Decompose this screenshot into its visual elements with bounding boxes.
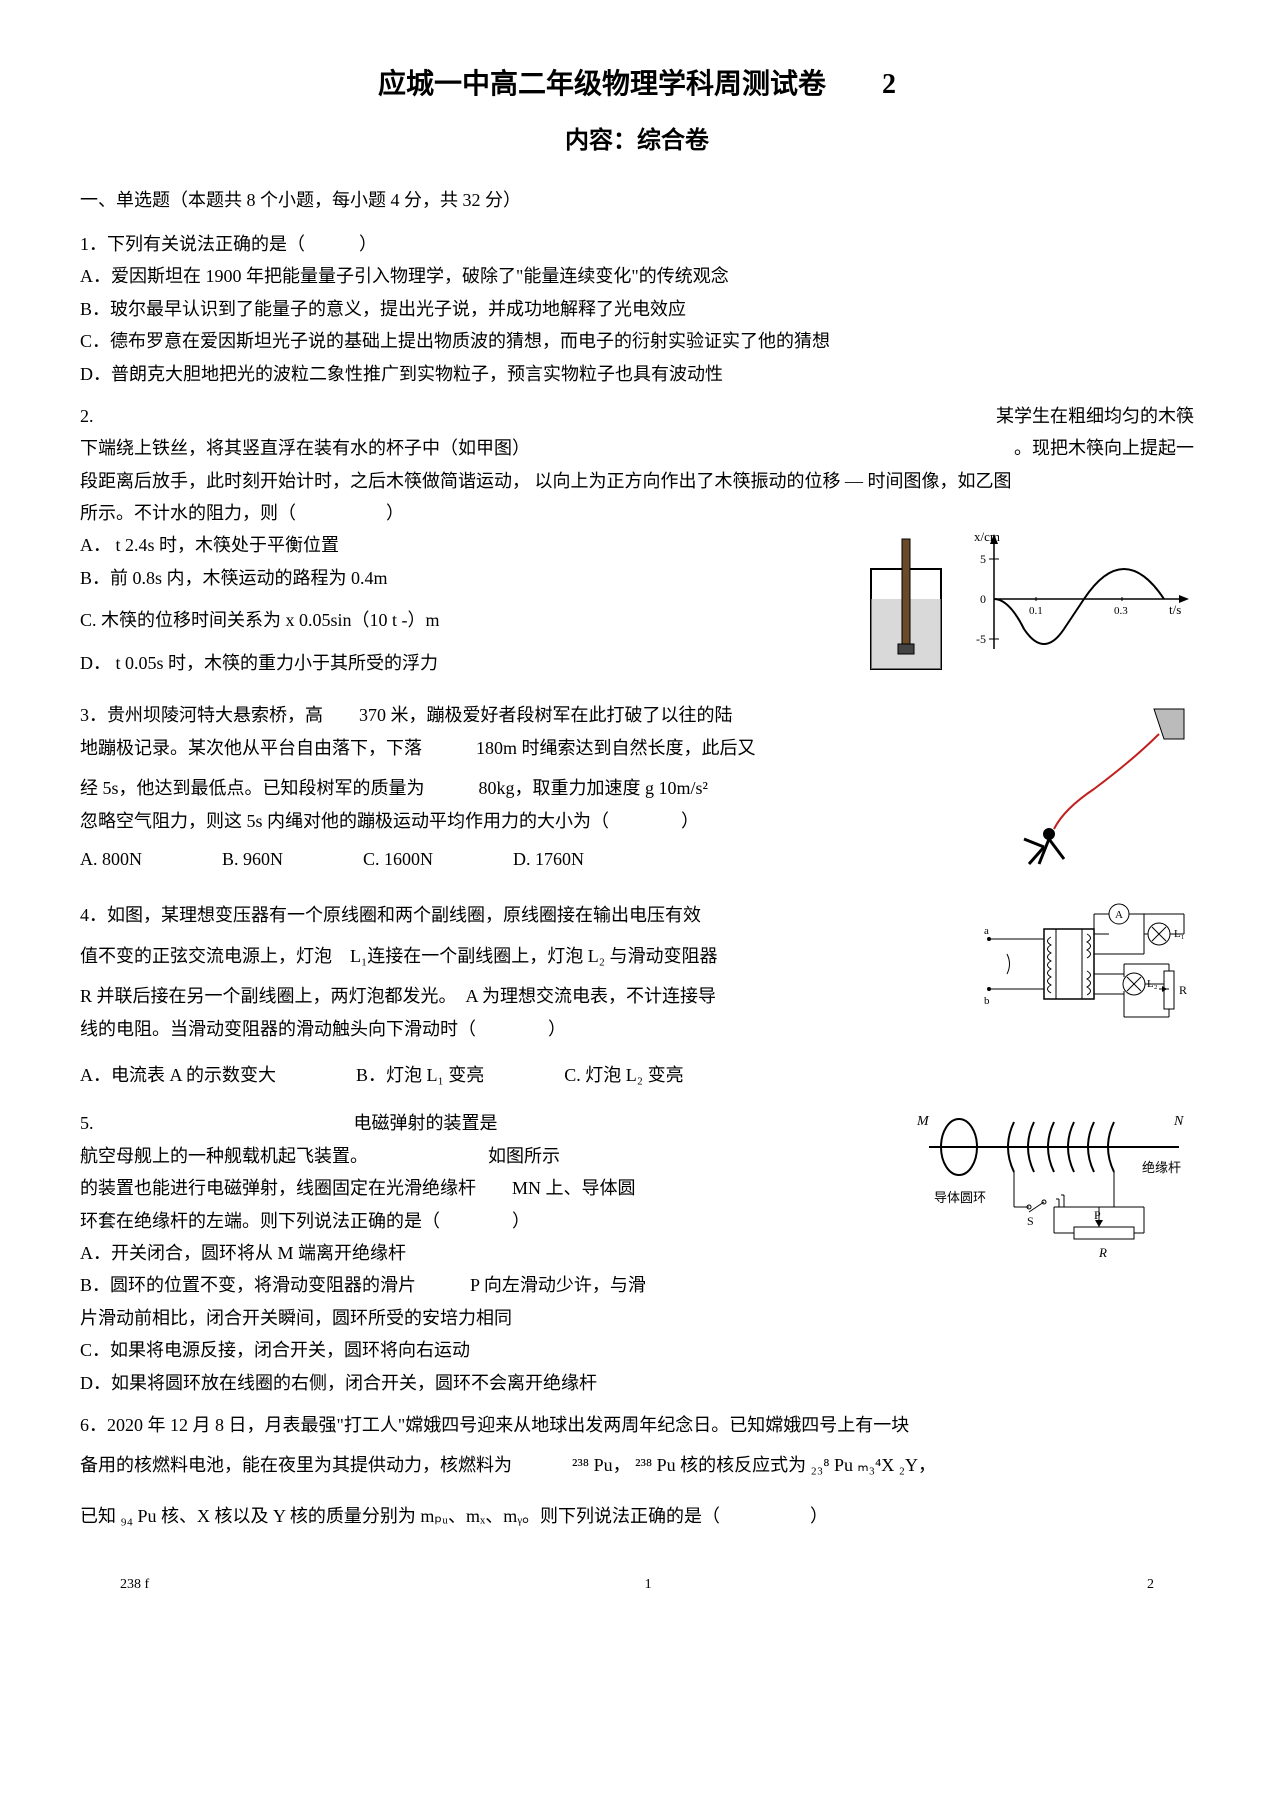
svg-text:5: 5 <box>980 552 986 566</box>
q2-line3: 段距离后放手，此时刻开始计时，之后木筷做简谐运动， 以向上为正方向作出了木筷振动… <box>80 465 1194 497</box>
xlabel: t/s <box>1169 602 1181 617</box>
ylabel: x/cm <box>974 529 1000 544</box>
q6-line2a: 备用的核燃料电池，能在夜里为其提供动力，核燃料为 <box>80 1449 512 1481</box>
q2-line2a: 下端绕上铁丝，将其竖直浮在装有水的杯子中（如甲图） <box>80 432 530 464</box>
cup-chopstick-figure <box>846 529 966 689</box>
q1-opt-a: A．爱因斯坦在 1900 年把能量量子引入物理学，破除了"能量连续变化"的传统观… <box>80 260 1194 292</box>
displacement-time-graph: 5 0 -5 x/cm t/s 0.1 0.3 <box>974 529 1194 669</box>
svg-text:M: M <box>916 1114 930 1129</box>
q1-opt-c: C．德布罗意在爱因斯坦光子说的基础上提出物质波的猜想，而电子的衍射实验证实了他的… <box>80 325 1194 357</box>
q2-num: 2. <box>80 400 94 432</box>
svg-text:0: 0 <box>980 592 986 606</box>
q2-line2b: 。现把木筷向上提起一 <box>1014 432 1194 464</box>
svg-text:R: R <box>1098 1245 1107 1260</box>
q5-opt-b-cont: 片滑动前相比，闭合开关瞬间，圆环所受的安培力相同 <box>80 1302 1194 1334</box>
q6-line2b: ²³⁸ Pu， ²³⁸ Pu 核的核反应式为 ₂₃⁸ Pu ₘ₃⁴X ₂Y， <box>572 1449 936 1481</box>
q5-line2b: 如图所示 <box>488 1140 560 1172</box>
question-3: 3．贵州坝陵河特大悬索桥，高 370 米，蹦极爱好者段树军在此打破了以往的陆 地… <box>80 699 1194 889</box>
svg-text:0.1: 0.1 <box>1029 605 1043 617</box>
q2-line4: 所示。不计水的阻力，则（ ） <box>80 497 1194 529</box>
page-footer: 238 f 1 2 <box>80 1572 1194 1597</box>
svg-text:R: R <box>1179 983 1187 997</box>
svg-text:-5: -5 <box>976 632 986 646</box>
section-header: 一、单选题（本题共 8 个小题，每小题 4 分，共 32 分） <box>80 184 1194 216</box>
q1-opt-d: D．普朗克大胆地把光的波粒二象性推广到实物粒子，预言实物粒子也具有波动性 <box>80 358 1194 390</box>
svg-text:b: b <box>984 995 990 1007</box>
page-title: 应城一中高二年级物理学科周测试卷 2 <box>80 60 1194 110</box>
q2-line1b: 某学生在粗细均匀的木筷 <box>996 400 1194 432</box>
em-launch-figure: M N 导体圆环 绝缘杆 S P R <box>914 1107 1194 1277</box>
bungee-figure <box>994 699 1194 879</box>
q3-opt-a: A. 800N <box>80 843 142 875</box>
q6-line3: 已知 ₉₄ Pu 核、X 核以及 Y 核的质量分别为 mₚᵤ、mₓ、mᵧ。则下列… <box>80 1500 1194 1532</box>
q6-line1: 6．2020 年 12 月 8 日，月表最强"打工人"嫦娥四号迎来从地球出发两周… <box>80 1409 1194 1441</box>
question-4: A a b L₁ L₂ <box>80 899 1194 1097</box>
q5-opt-c: C．如果将电源反接，闭合开关，圆环将向右运动 <box>80 1334 1194 1366</box>
q4-opt-b: B．灯泡 L₁ 变亮 <box>356 1059 484 1091</box>
svg-text:P: P <box>1094 1208 1101 1222</box>
svg-text:绝缘杆: 绝缘杆 <box>1142 1160 1181 1175</box>
q3-opt-b: B. 960N <box>222 843 283 875</box>
q3-opt-d: D. 1760N <box>513 843 584 875</box>
svg-text:导体圆环: 导体圆环 <box>934 1190 986 1205</box>
q5-line2a: 航空母舰上的一种舰载机起飞装置。 <box>80 1140 368 1172</box>
footer-right: 2 <box>1147 1572 1154 1597</box>
q4-opt-c: C. 灯泡 L₂ 变亮 <box>564 1059 683 1091</box>
svg-text:N: N <box>1173 1114 1184 1129</box>
q5-opt-d: D．如果将圆环放在线圈的右侧，闭合开关，圆环不会离开绝缘杆 <box>80 1367 1194 1399</box>
question-6: 6．2020 年 12 月 8 日，月表最强"打工人"嫦娥四号迎来从地球出发两周… <box>80 1409 1194 1532</box>
transformer-figure: A a b L₁ L₂ <box>984 899 1194 1039</box>
footer-left: 238 f <box>120 1572 149 1597</box>
q5-line1b: 电磁弹射的装置是 <box>354 1107 498 1139</box>
svg-text:A: A <box>1115 909 1123 921</box>
svg-text:S: S <box>1027 1214 1034 1228</box>
q1-stem: 1．下列有关说法正确的是（ ） <box>80 228 1194 260</box>
svg-text:0.3: 0.3 <box>1114 605 1128 617</box>
question-2: 2. 某学生在粗细均匀的木筷 下端绕上铁丝，将其竖直浮在装有水的杯子中（如甲图）… <box>80 400 1194 690</box>
question-5: M N 导体圆环 绝缘杆 S P R 5. 电磁弹射的装置是 航 <box>80 1107 1194 1399</box>
question-1: 1．下列有关说法正确的是（ ） A．爱因斯坦在 1900 年把能量量子引入物理学… <box>80 228 1194 390</box>
q2-figures: 5 0 -5 x/cm t/s 0.1 0.3 <box>846 529 1194 689</box>
footer-page-num: 1 <box>645 1572 652 1597</box>
page-subtitle: 内容：综合卷 <box>80 120 1194 163</box>
q5-num: 5. <box>80 1107 94 1139</box>
q1-opt-b: B．玻尔最早认识到了能量子的意义，提出光子说，并成功地解释了光电效应 <box>80 293 1194 325</box>
svg-text:a: a <box>984 925 989 937</box>
q3-opt-c: C. 1600N <box>363 843 433 875</box>
q4-opt-a: A．电流表 A 的示数变大 <box>80 1059 276 1091</box>
